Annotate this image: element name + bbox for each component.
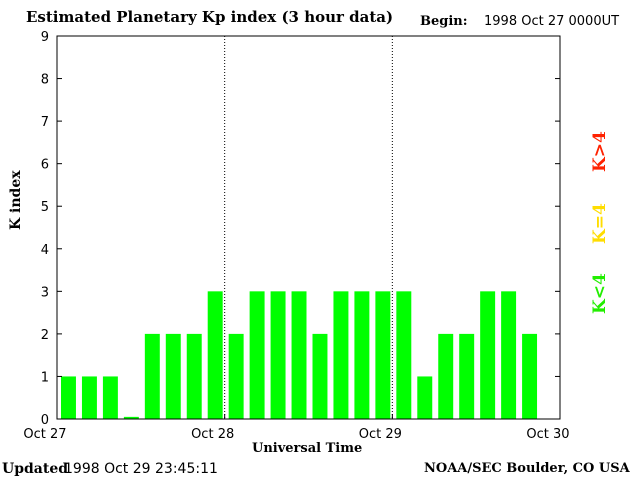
plot-frame [56, 35, 561, 420]
y-tick-label: 1 [41, 370, 49, 385]
y-tick-label: 6 [41, 158, 49, 173]
kp-bar [417, 376, 433, 419]
kp-bar [102, 376, 118, 419]
kp-bar [522, 333, 538, 419]
y-tick-label: 8 [41, 73, 49, 88]
x-axis-label: Universal Time [252, 441, 363, 456]
y-tick-label: 5 [41, 200, 49, 215]
kp-bar [438, 333, 454, 419]
chart-title: Estimated Planetary Kp index (3 hour dat… [26, 8, 394, 26]
kp-bar [291, 291, 307, 419]
kp-bar [333, 291, 349, 419]
y-tick-label: 0 [41, 413, 49, 428]
kp-bar [186, 333, 202, 419]
kp-bar [459, 333, 475, 419]
begin-label: Begin: [420, 14, 468, 29]
kp-bar [228, 333, 244, 419]
updated-label: Updated [2, 461, 69, 477]
x-tick-label: Oct 30 [526, 427, 569, 442]
x-tick-label: Oct 29 [359, 427, 402, 442]
y-tick-label: 3 [41, 285, 49, 300]
kp-bar [123, 416, 139, 419]
kp-bar [375, 291, 391, 419]
y-tick-label: 7 [41, 115, 49, 130]
x-tick-label: Oct 27 [23, 427, 66, 442]
kp-bar [249, 291, 265, 419]
kp-bar [396, 291, 412, 419]
kp-bar [165, 333, 181, 419]
kp-bar [81, 376, 97, 419]
y-tick-label: 2 [41, 328, 49, 343]
kp-bar [312, 333, 328, 419]
x-tick-label: Oct 28 [191, 427, 234, 442]
kp-bar [354, 291, 370, 419]
credit-label: NOAA/SEC Boulder, CO USA [424, 461, 630, 476]
updated-timestamp: 1998 Oct 29 23:45:11 [64, 461, 218, 477]
kp-bar [270, 291, 286, 419]
begin-value: 1998 Oct 27 0000UT [484, 14, 620, 29]
kp-bar [501, 291, 517, 419]
kp-bar [61, 376, 76, 419]
y-tick-label: 9 [41, 30, 49, 45]
y-tick-label: 4 [41, 243, 49, 258]
kp-bar [144, 333, 160, 419]
kp-bar [480, 291, 496, 419]
kp-bar [207, 291, 223, 419]
